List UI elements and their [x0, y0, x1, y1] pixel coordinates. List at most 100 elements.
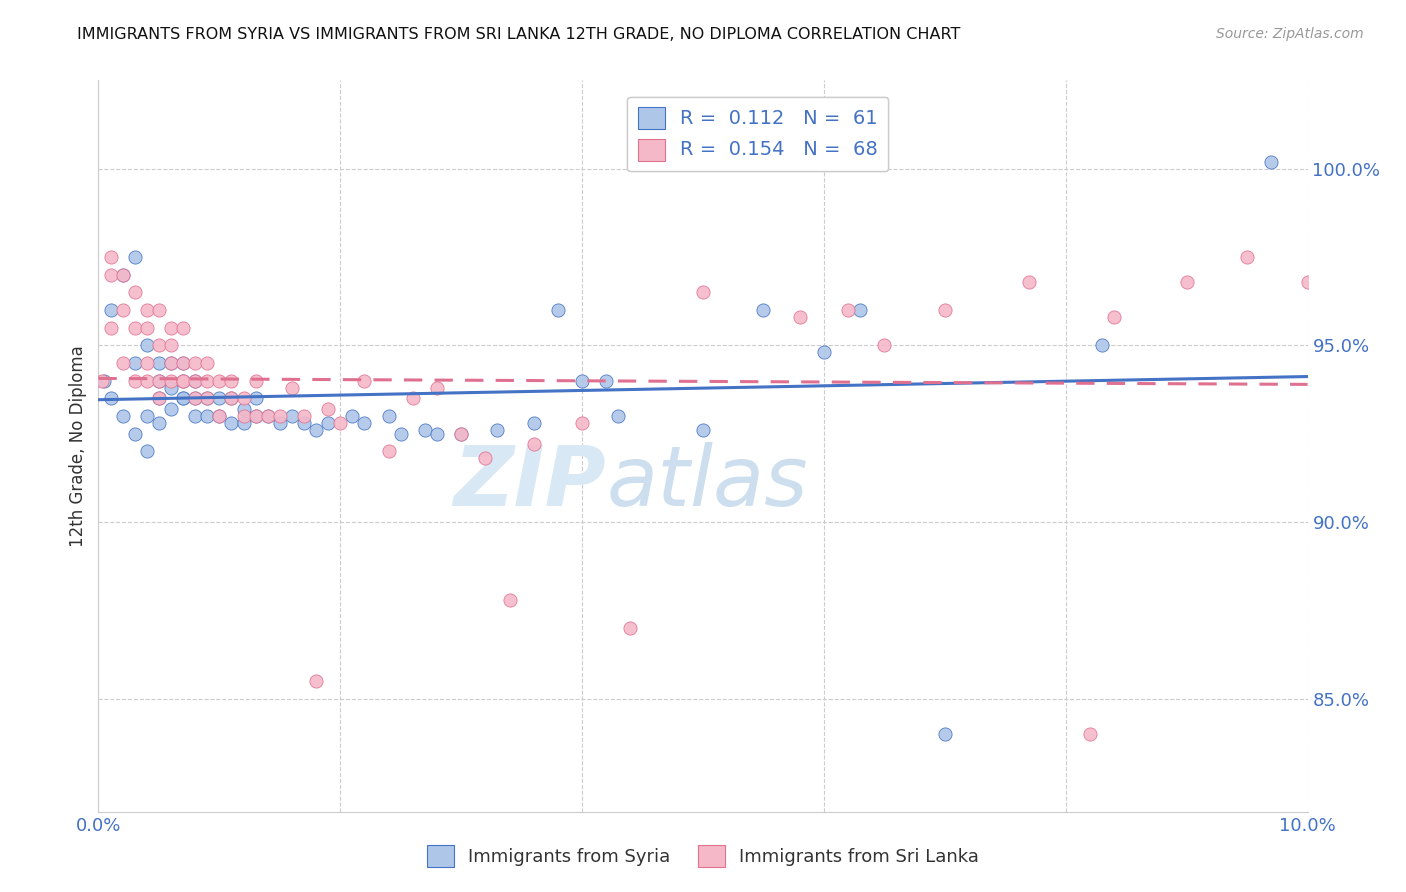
Point [184, 392, 207, 406]
Point [172, 320, 194, 334]
Point [208, 374, 231, 388]
Text: Source: ZipAtlas.com: Source: ZipAtlas.com [1216, 27, 1364, 41]
Point [1078, 727, 1101, 741]
Point [377, 409, 399, 423]
Point [135, 444, 157, 458]
Point [619, 621, 641, 635]
Point [934, 302, 956, 317]
Point [450, 426, 472, 441]
Point [353, 374, 375, 388]
Point [208, 392, 231, 406]
Point [256, 409, 278, 423]
Point [692, 423, 714, 437]
Point [595, 374, 617, 388]
Point [934, 727, 956, 741]
Point [100, 320, 122, 334]
Point [100, 250, 122, 264]
Point [160, 320, 183, 334]
Point [789, 310, 811, 324]
Point [184, 374, 207, 388]
Point [148, 392, 170, 406]
Point [232, 409, 254, 423]
Point [124, 250, 146, 264]
Point [208, 409, 231, 423]
Point [342, 409, 364, 423]
Point [91, 374, 114, 388]
Point [93, 374, 115, 388]
Point [281, 409, 304, 423]
Point [184, 356, 207, 370]
Point [111, 302, 134, 317]
Point [377, 444, 399, 458]
Point [353, 416, 375, 430]
Point [135, 356, 157, 370]
Point [124, 356, 146, 370]
Point [100, 302, 122, 317]
Point [269, 416, 291, 430]
Point [221, 374, 243, 388]
Point [523, 437, 546, 451]
Point [1091, 338, 1114, 352]
Point [245, 374, 267, 388]
Point [135, 374, 157, 388]
Point [124, 320, 146, 334]
Point [111, 268, 134, 282]
Point [221, 392, 243, 406]
Point [221, 416, 243, 430]
Point [269, 409, 291, 423]
Point [1236, 250, 1258, 264]
Point [305, 673, 328, 688]
Point [1260, 154, 1282, 169]
Point [160, 374, 183, 388]
Point [837, 302, 859, 317]
Point [172, 392, 194, 406]
Point [402, 392, 425, 406]
Point [450, 426, 472, 441]
Point [232, 401, 254, 416]
Point [281, 381, 304, 395]
Point [124, 374, 146, 388]
Point [208, 409, 231, 423]
Point [474, 451, 496, 466]
Point [148, 338, 170, 352]
Text: atlas: atlas [606, 442, 808, 523]
Text: IMMIGRANTS FROM SYRIA VS IMMIGRANTS FROM SRI LANKA 12TH GRADE, NO DIPLOMA CORREL: IMMIGRANTS FROM SYRIA VS IMMIGRANTS FROM… [77, 27, 960, 42]
Point [160, 338, 183, 352]
Point [245, 392, 267, 406]
Point [111, 356, 134, 370]
Point [292, 409, 315, 423]
Point [111, 409, 134, 423]
Y-axis label: 12th Grade, No Diploma: 12th Grade, No Diploma [69, 345, 87, 547]
Point [426, 381, 449, 395]
Point [184, 374, 207, 388]
Point [1102, 310, 1125, 324]
Point [389, 426, 412, 441]
Point [571, 374, 593, 388]
Point [148, 356, 170, 370]
Point [1175, 275, 1198, 289]
Legend: Immigrants from Syria, Immigrants from Sri Lanka: Immigrants from Syria, Immigrants from S… [419, 838, 987, 874]
Point [232, 392, 254, 406]
Point [172, 356, 194, 370]
Point [292, 416, 315, 430]
Point [813, 345, 835, 359]
Point [849, 302, 872, 317]
Point [195, 374, 218, 388]
Point [135, 302, 157, 317]
Point [172, 356, 194, 370]
Point [752, 302, 775, 317]
Point [160, 356, 183, 370]
Point [111, 268, 134, 282]
Point [124, 285, 146, 300]
Text: ZIP: ZIP [454, 442, 606, 523]
Point [124, 426, 146, 441]
Point [148, 392, 170, 406]
Point [245, 409, 267, 423]
Legend: R =  0.112   N =  61, R =  0.154   N =  68: R = 0.112 N = 61, R = 0.154 N = 68 [627, 96, 889, 171]
Point [195, 409, 218, 423]
Point [135, 320, 157, 334]
Point [160, 356, 183, 370]
Point [184, 392, 207, 406]
Point [221, 392, 243, 406]
Point [232, 416, 254, 430]
